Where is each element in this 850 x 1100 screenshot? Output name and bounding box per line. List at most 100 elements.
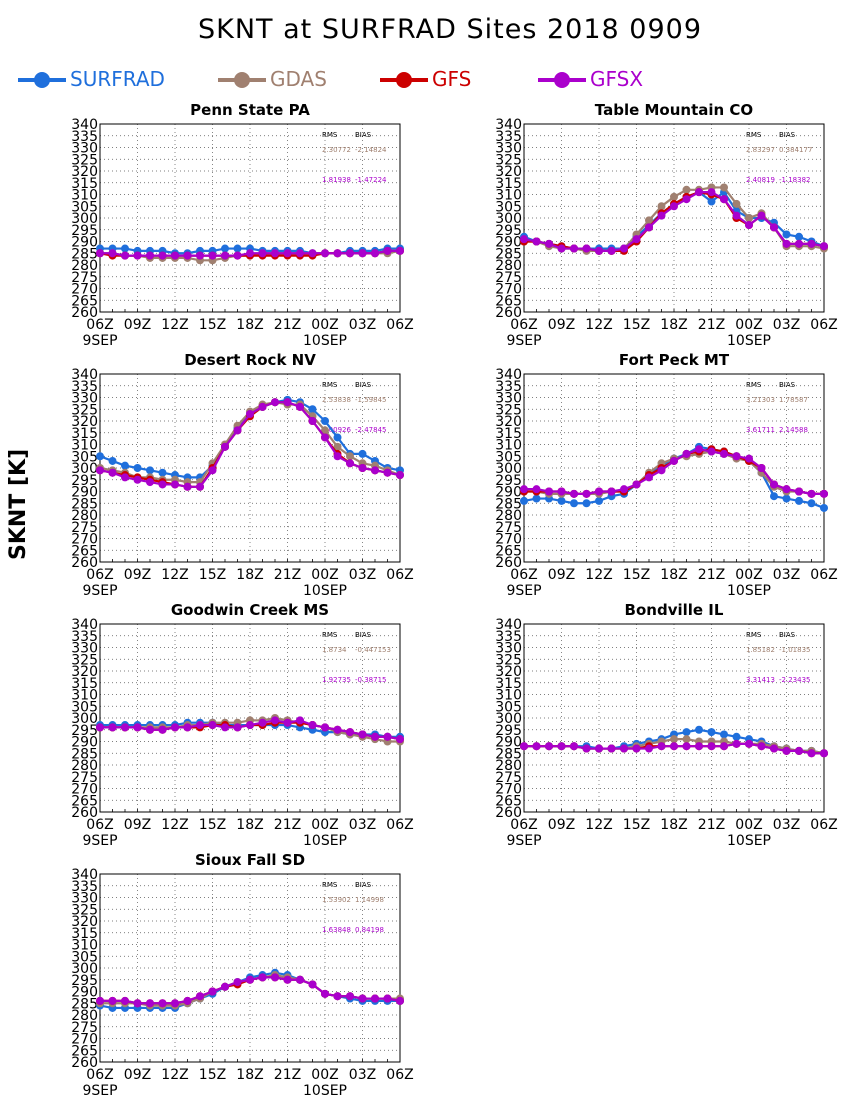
data-point-gfsx [757, 211, 766, 220]
y-tick-label: 340 [495, 367, 522, 383]
data-point-gfsx [396, 471, 404, 480]
y-tick-label: 260 [495, 805, 522, 821]
y-tick-label: 315 [71, 676, 98, 692]
y-tick-label: 330 [71, 641, 98, 657]
panel-title: Desert Rock NV [184, 351, 316, 369]
data-point-surfrad [782, 494, 791, 503]
y-tick-label: 335 [71, 129, 98, 145]
data-point-gfsx [532, 485, 541, 494]
data-point-gdas [682, 735, 691, 744]
y-tick-label: 280 [71, 508, 98, 524]
data-point-gfsx [557, 244, 566, 253]
stats-bias: -1.59845 [355, 396, 386, 404]
y-tick-label: 330 [495, 391, 522, 407]
data-point-gfsx [333, 725, 342, 734]
data-point-gfsx [383, 246, 392, 255]
data-point-gfsx [557, 487, 566, 496]
data-point-gfsx [757, 742, 766, 751]
data-point-gfsx [96, 249, 104, 258]
x-tick-label: 09Z [548, 817, 575, 833]
y-tick-label: 340 [71, 117, 98, 133]
data-point-gfsx [570, 742, 578, 751]
y-tick-label: 280 [71, 1008, 98, 1024]
y-tick-label: 290 [71, 735, 98, 751]
data-point-gfsx [333, 452, 342, 461]
legend-swatch-gfsx [538, 72, 586, 88]
data-point-gfsx [620, 485, 628, 494]
y-tick-label: 260 [71, 805, 98, 821]
y-tick-label: 300 [71, 961, 98, 977]
date-label: 10SEP [303, 1083, 347, 1099]
x-tick-label: 12Z [161, 567, 188, 583]
data-point-gfsx [146, 478, 154, 487]
data-point-gfsx [221, 251, 229, 260]
x-tick-label: 18Z [660, 567, 687, 583]
x-tick-label: 09Z [124, 1067, 151, 1083]
data-point-gfsx [807, 489, 816, 498]
date-label: 10SEP [303, 833, 347, 849]
data-point-gfsx [171, 480, 179, 489]
y-tick-label: 270 [71, 1032, 98, 1048]
data-point-gfsx [570, 489, 578, 498]
y-tick-label: 260 [71, 305, 98, 321]
x-tick-label: 00Z [735, 567, 762, 583]
y-tick-label: 275 [71, 1020, 98, 1036]
x-tick-label: 06Z [386, 317, 413, 333]
y-tick-label: 280 [495, 508, 522, 524]
data-point-gfsx [645, 473, 653, 482]
data-point-gfsx [670, 202, 678, 211]
data-point-gfsx [196, 482, 204, 491]
y-tick-label: 305 [71, 699, 98, 715]
y-tick-label: 335 [71, 879, 98, 895]
data-point-gfsx [695, 188, 703, 197]
stats-bias: -2.23435 [779, 676, 810, 684]
data-point-gfsx [745, 739, 753, 748]
data-point-gfsx [271, 249, 279, 258]
x-tick-label: 06Z [86, 1067, 113, 1083]
panel-title: Goodwin Creek MS [171, 601, 329, 619]
data-point-gfsx [296, 975, 304, 984]
y-tick-label: 320 [71, 664, 98, 680]
y-tick-label: 285 [495, 746, 522, 762]
stats-rms: 1.85182 [746, 646, 775, 654]
date-label: 10SEP [303, 333, 347, 349]
x-tick-label: 06Z [810, 567, 837, 583]
x-tick-label: 15Z [623, 567, 650, 583]
data-point-surfrad [146, 466, 154, 475]
data-point-gfsx [271, 973, 279, 982]
x-tick-label: 15Z [199, 567, 226, 583]
x-tick-label: 03Z [349, 567, 376, 583]
x-tick-label: 12Z [585, 317, 612, 333]
x-tick-label: 18Z [660, 317, 687, 333]
data-point-gfsx [520, 485, 528, 494]
data-point-gfsx [670, 456, 678, 465]
panel-5: Bondville IL2602652702752802852902953003… [495, 601, 837, 849]
date-label: 10SEP [727, 333, 771, 349]
x-tick-label: 06Z [510, 317, 537, 333]
data-point-surfrad [333, 433, 342, 442]
date-label: 9SEP [82, 833, 117, 849]
y-tick-label: 310 [71, 688, 98, 704]
y-tick-label: 340 [71, 867, 98, 883]
data-point-gfsx [607, 487, 616, 496]
x-tick-label: 21Z [698, 567, 725, 583]
x-tick-label: 12Z [161, 1067, 188, 1083]
panel-6: Sioux Fall SD 260265270275280285290295300… [71, 851, 413, 1099]
y-tick-label: 330 [495, 141, 522, 157]
data-point-gfsx [171, 251, 179, 260]
y-tick-label: 325 [495, 152, 522, 168]
legend-label-gdas: GDAS [270, 67, 327, 91]
stats-header-rms: RMS [322, 631, 338, 639]
x-tick-label: 15Z [199, 1067, 226, 1083]
y-tick-label: 275 [495, 270, 522, 286]
y-tick-label: 295 [495, 473, 522, 489]
data-point-gfsx [121, 723, 129, 732]
data-point-gfsx [396, 735, 404, 744]
y-tick-label: 335 [495, 379, 522, 395]
data-point-gfsx [720, 449, 728, 458]
stats-rms: 3.31413 [746, 676, 775, 684]
y-tick-label: 260 [71, 555, 98, 571]
stats-rms: 2.30772 [322, 146, 351, 154]
data-point-gfsx [358, 464, 367, 472]
data-point-gfsx [520, 742, 528, 751]
